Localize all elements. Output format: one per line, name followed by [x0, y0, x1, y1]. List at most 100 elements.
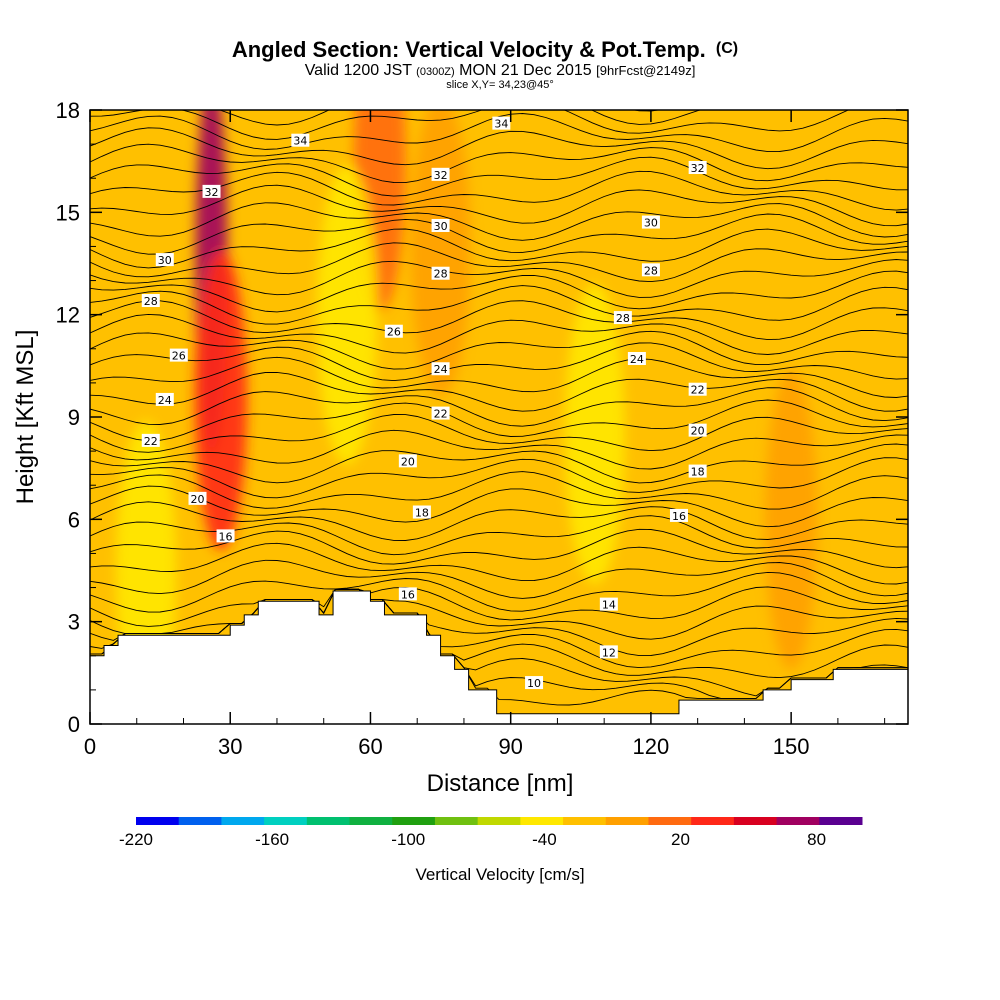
slice-info: slice X,Y= 34,23@45° [446, 79, 554, 91]
svg-text:18: 18 [691, 466, 705, 479]
isentrope-line [90, 259, 908, 298]
contour-label: 10 [525, 676, 544, 690]
contour-labels: 34 34 32 32 32 30 30 30 28 28 28 28 26 26 24 24 24 22 22 22… [141, 116, 707, 690]
svg-text:10: 10 [527, 677, 541, 690]
contour-label: 32 [431, 167, 450, 182]
isentrope-line [90, 471, 908, 510]
colorbar-swatch [776, 817, 820, 825]
contour-label: 22 [431, 406, 450, 421]
y-tick-label: 15 [56, 200, 80, 225]
colorbar-ticks: -220 -160 -100 -40 20 80 [119, 830, 826, 849]
isentrope-line [90, 330, 908, 370]
colorbar [136, 817, 863, 825]
x-tick-label: 60 [358, 734, 382, 759]
colorbar-label: Vertical Velocity [cm/s] [415, 865, 584, 884]
colorbar-tick-label: -40 [532, 830, 557, 849]
isentrope-line [90, 110, 850, 140]
svg-text:22: 22 [434, 408, 448, 421]
contour-label: 20 [398, 454, 417, 468]
contour-label: 28 [141, 294, 160, 308]
potential-temperature-contours [90, 110, 908, 706]
isentrope-line [90, 542, 908, 585]
y-tick-label: 6 [68, 507, 80, 532]
isentrope-line [90, 313, 908, 355]
forecast-info: [9hrFcst@2149z] [596, 63, 695, 78]
colorbar-swatch [605, 817, 649, 825]
velocity-feature [194, 249, 247, 550]
svg-text:20: 20 [401, 455, 415, 468]
isentrope-line [90, 228, 908, 269]
y-tick-label: 9 [68, 405, 80, 430]
plot-area: 34 34 32 32 32 30 30 30 28 28 28 28 26 26 24 24 24 22 22 22… [90, 110, 908, 724]
velocity-features [116, 110, 818, 721]
svg-text:16: 16 [672, 510, 686, 523]
contour-label: 26 [384, 324, 403, 339]
contour-label: 26 [169, 348, 188, 363]
svg-text:12: 12 [602, 646, 616, 659]
svg-text:22: 22 [691, 384, 705, 397]
colorbar-swatch [477, 817, 521, 825]
x-tick-label: 30 [218, 734, 242, 759]
x-tick-label: 0 [84, 734, 96, 759]
isentrope-line [90, 184, 908, 227]
colorbar-swatch [264, 817, 308, 825]
x-axis-label: Distance [nm] [427, 770, 574, 797]
isentrope-line [90, 414, 908, 453]
y-axis: 0 3 6 9 12 15 18 [56, 98, 908, 737]
x-tick-label: 150 [773, 734, 810, 759]
colorbar-swatch [733, 817, 778, 825]
y-tick-label: 0 [68, 712, 80, 737]
colorbar-swatch [136, 817, 180, 825]
x-tick-label: 120 [633, 734, 670, 759]
terrain [90, 590, 908, 724]
colorbar-tick-label: 20 [671, 830, 690, 849]
colorbar-swatch [648, 817, 692, 825]
isentrope-line [90, 528, 908, 569]
contour-label: 16 [398, 587, 417, 601]
contour-label: 24 [155, 392, 174, 407]
chart-title: Angled Section: Vertical Velocity & Pot.… [232, 37, 738, 62]
contour-label: 20 [188, 491, 207, 506]
colorbar-swatch [520, 817, 564, 825]
valid-date: MON 21 Dec 2015 [459, 62, 592, 79]
isentrope-line [90, 586, 908, 627]
isentrope-line [90, 571, 908, 613]
y-axis-label: Height [Kft MSL] [12, 330, 39, 505]
colorbar-swatch [691, 817, 735, 825]
svg-text:20: 20 [191, 493, 205, 506]
isentrope-line [90, 501, 908, 541]
isentrope-line [90, 113, 908, 153]
colorbar-swatch [392, 817, 436, 825]
isentrope-line [90, 170, 908, 211]
isentrope-line [90, 387, 908, 427]
svg-text:24: 24 [630, 353, 644, 366]
svg-text:20: 20 [691, 425, 705, 438]
x-tick-label: 90 [498, 734, 522, 759]
contour-label: 28 [641, 263, 660, 277]
isentrope-line [90, 213, 908, 255]
contour-label: 28 [431, 266, 450, 281]
contour-label: 34 [291, 133, 310, 148]
contour-label: 18 [412, 505, 431, 520]
colorbar-swatch [349, 817, 393, 825]
velocity-feature [317, 164, 378, 465]
svg-text:18: 18 [415, 507, 429, 520]
svg-text:24: 24 [158, 394, 172, 407]
svg-text:26: 26 [172, 350, 186, 363]
svg-text:28: 28 [144, 295, 158, 308]
svg-text:28: 28 [644, 264, 658, 277]
contour-label: 34 [492, 116, 511, 131]
contour-label: 20 [688, 423, 707, 438]
isentrope-line [90, 371, 908, 412]
isentrope-line [90, 559, 908, 599]
svg-text:22: 22 [144, 435, 158, 448]
svg-text:34: 34 [494, 118, 508, 131]
colorbar-tick-label: -160 [255, 830, 289, 849]
contour-label: 22 [141, 433, 160, 448]
contour-label: 22 [688, 382, 707, 397]
contour-label: 24 [431, 362, 450, 376]
colorbar-swatch [434, 817, 479, 825]
colorbar-tick-label: -220 [119, 830, 153, 849]
isentrope-line [90, 429, 908, 470]
